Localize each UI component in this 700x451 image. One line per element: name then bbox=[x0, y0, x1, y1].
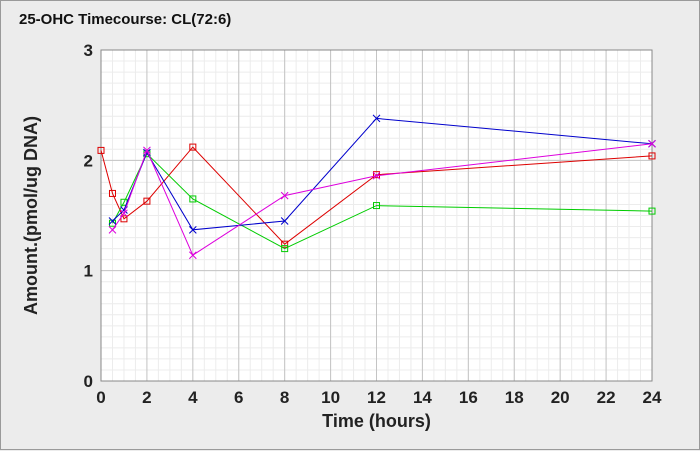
x-tick-label: 18 bbox=[505, 388, 524, 407]
x-tick-label: 10 bbox=[321, 388, 340, 407]
data-point bbox=[189, 143, 197, 151]
x-axis-title: Time (hours) bbox=[322, 411, 431, 431]
data-point bbox=[108, 189, 116, 197]
data-point bbox=[373, 171, 380, 179]
x-tick-label: 8 bbox=[280, 388, 289, 407]
data-point bbox=[648, 152, 656, 160]
grid-layer bbox=[100, 49, 653, 382]
data-point bbox=[108, 217, 117, 225]
data-point-stroke bbox=[108, 225, 117, 234]
series-layer bbox=[97, 114, 656, 260]
plot-border bbox=[100, 49, 653, 382]
y-axis-title: Amount.(pmol/ug DNA) bbox=[21, 116, 41, 315]
data-point-stroke bbox=[120, 209, 128, 218]
x-tick-label: 14 bbox=[413, 388, 432, 407]
data-point bbox=[280, 217, 289, 225]
x-tick-label: 20 bbox=[551, 388, 570, 407]
data-point bbox=[188, 251, 197, 260]
x-tick-label: 0 bbox=[96, 388, 105, 407]
data-point bbox=[120, 215, 128, 223]
data-point-stroke bbox=[143, 148, 151, 157]
data-point bbox=[373, 202, 380, 210]
data-point bbox=[108, 219, 116, 227]
data-point bbox=[143, 197, 151, 205]
x-tick-label: 6 bbox=[234, 388, 243, 407]
data-point bbox=[372, 114, 381, 123]
x-tick-label: 16 bbox=[459, 388, 478, 407]
y-tick-label: 0 bbox=[84, 372, 93, 391]
series-4 bbox=[108, 139, 656, 260]
data-point bbox=[143, 146, 151, 155]
x-tick-label: 2 bbox=[142, 388, 151, 407]
data-point-stroke bbox=[372, 114, 381, 123]
data-point bbox=[97, 146, 105, 154]
data-point-stroke bbox=[108, 217, 117, 225]
x-tick-label: 12 bbox=[367, 388, 386, 407]
series-1 bbox=[97, 143, 656, 248]
data-point bbox=[281, 245, 289, 253]
x-tick-label: 24 bbox=[643, 388, 662, 407]
data-point-stroke bbox=[143, 146, 151, 155]
series-line bbox=[112, 152, 653, 250]
data-point-stroke bbox=[648, 139, 656, 148]
y-tick-label: 2 bbox=[84, 151, 93, 170]
data-point-stroke bbox=[280, 217, 289, 225]
data-point-stroke bbox=[372, 171, 381, 180]
x-tick-label: 22 bbox=[597, 388, 616, 407]
series-line bbox=[100, 146, 653, 245]
data-point bbox=[281, 240, 289, 248]
y-tick-label: 3 bbox=[84, 41, 93, 60]
data-point-stroke bbox=[188, 251, 197, 260]
data-point-stroke bbox=[188, 225, 197, 234]
data-point bbox=[648, 207, 656, 215]
chart-title: 25-OHC Timecourse: CL(72:6) bbox=[19, 11, 232, 28]
data-point bbox=[648, 139, 656, 148]
data-point bbox=[280, 191, 289, 200]
data-point bbox=[188, 225, 197, 234]
data-point bbox=[189, 195, 197, 203]
data-point bbox=[108, 225, 117, 234]
data-point bbox=[120, 209, 128, 218]
x-tick-label: 4 bbox=[188, 388, 198, 407]
y-tick-label: 1 bbox=[84, 262, 93, 281]
data-point bbox=[372, 171, 381, 180]
data-point-stroke bbox=[280, 191, 289, 200]
